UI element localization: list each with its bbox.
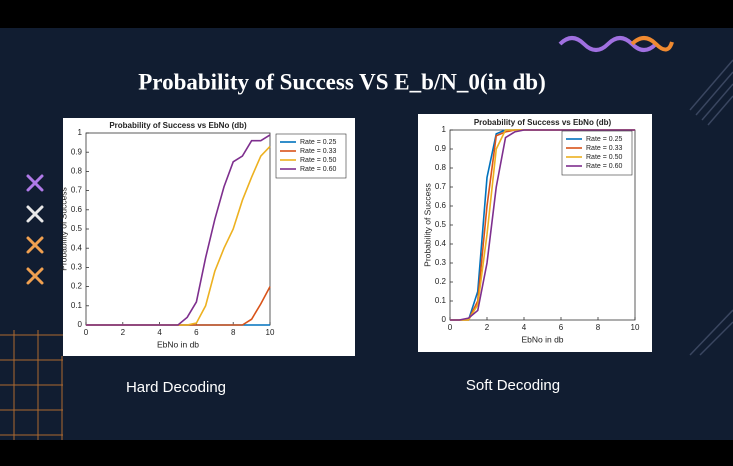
y-tick-label: 0.6 bbox=[435, 201, 447, 210]
plot-area bbox=[85, 132, 271, 326]
data-line bbox=[450, 129, 635, 321]
x-tick-label: 0 bbox=[448, 323, 453, 332]
chart-title: Probability of Success vs EbNo (db) bbox=[474, 118, 612, 127]
chart-title: Probability of Success vs EbNo (db) bbox=[109, 121, 247, 130]
x-tick-label: 2 bbox=[485, 323, 490, 332]
y-tick-label: 0.3 bbox=[435, 258, 447, 267]
y-tick-label: 0.3 bbox=[71, 263, 83, 272]
y-tick-label: 0.9 bbox=[435, 144, 447, 153]
x-tick-label: 10 bbox=[631, 323, 640, 332]
x-tick-label: 6 bbox=[559, 323, 564, 332]
data-line bbox=[86, 134, 271, 326]
stripes-decoration bbox=[689, 59, 733, 356]
x-tick-label: 4 bbox=[157, 328, 162, 337]
x-tick-label: 2 bbox=[121, 328, 126, 337]
legend-label: Rate = 0.25 bbox=[586, 136, 622, 143]
caption: Soft Decoding bbox=[466, 377, 560, 394]
x-axis-label: EbNo in db bbox=[521, 334, 563, 344]
y-axis-label: Probability of Success bbox=[422, 183, 432, 267]
caption: Hard Decoding bbox=[126, 379, 226, 396]
y-tick-label: 0.1 bbox=[71, 301, 83, 310]
legend-label: Rate = 0.60 bbox=[586, 163, 622, 170]
y-tick-label: 0.6 bbox=[71, 205, 83, 214]
wave-decoration bbox=[630, 36, 674, 52]
y-tick-label: 1 bbox=[442, 125, 447, 134]
x-tick-label: 4 bbox=[522, 323, 527, 332]
x-tick-label: 10 bbox=[266, 328, 275, 337]
wave-decoration bbox=[558, 36, 658, 52]
legend-label: Rate = 0.50 bbox=[300, 157, 336, 164]
grid-decoration bbox=[0, 330, 63, 440]
x-tick-label: 0 bbox=[84, 328, 89, 337]
slide-title: Probability of Success VS E_b/N_0(in db) bbox=[138, 69, 545, 94]
y-tick-label: 0.1 bbox=[435, 296, 447, 305]
cross-decorations bbox=[26, 174, 44, 285]
y-tick-label: 0.7 bbox=[71, 186, 83, 195]
y-tick-label: 0.7 bbox=[435, 182, 447, 191]
x-axis-label: EbNo in db bbox=[157, 339, 199, 349]
y-tick-label: 0.5 bbox=[71, 224, 83, 233]
y-tick-label: 0.4 bbox=[71, 243, 83, 252]
y-axis-label: Probability of Success bbox=[58, 187, 68, 271]
legend-label: Rate = 0.33 bbox=[300, 148, 336, 155]
legend-label: Rate = 0.60 bbox=[300, 166, 336, 173]
legend-label: Rate = 0.33 bbox=[586, 145, 622, 152]
y-tick-label: 0.8 bbox=[71, 167, 83, 176]
y-tick-label: 0 bbox=[442, 315, 447, 324]
y-tick-label: 1 bbox=[78, 128, 83, 137]
legend-label: Rate = 0.25 bbox=[300, 139, 336, 146]
legend-label: Rate = 0.50 bbox=[586, 154, 622, 161]
x-tick-label: 8 bbox=[596, 323, 601, 332]
y-tick-label: 0.5 bbox=[435, 220, 447, 229]
y-tick-label: 0.9 bbox=[71, 147, 83, 156]
x-tick-label: 6 bbox=[194, 328, 199, 337]
y-tick-label: 0 bbox=[78, 320, 83, 329]
y-tick-label: 0.4 bbox=[435, 239, 447, 248]
y-tick-label: 0.8 bbox=[435, 163, 447, 172]
y-tick-label: 0.2 bbox=[435, 277, 447, 286]
y-tick-label: 0.2 bbox=[71, 282, 83, 291]
x-tick-label: 8 bbox=[231, 328, 236, 337]
